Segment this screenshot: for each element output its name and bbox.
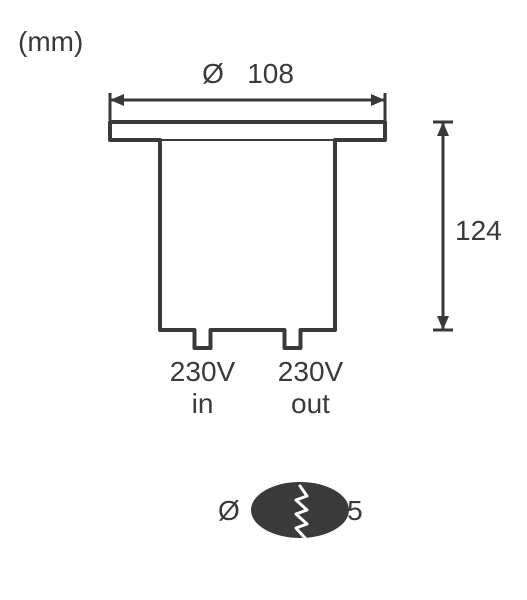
height-label: 124 — [455, 215, 502, 247]
unit-label: (mm) — [18, 26, 83, 58]
cutout-diameter-symbol: Ø — [218, 495, 240, 526]
voltage-in-label: 230V in — [160, 356, 245, 420]
height-dim-arrow-top — [437, 122, 449, 136]
voltage-out-label: 230V out — [268, 356, 353, 420]
voltage-out-line2: out — [291, 388, 330, 419]
top-dim-arrow-left — [110, 94, 124, 106]
voltage-in-line1: 230V — [170, 356, 235, 387]
top-diameter-label: Ø 108 — [188, 58, 308, 90]
voltage-in-line2: in — [192, 388, 214, 419]
diameter-symbol: Ø — [202, 58, 224, 89]
product-outline — [110, 122, 385, 348]
dimension-diagram — [0, 0, 527, 600]
top-diameter-value: 108 — [247, 58, 294, 89]
top-dim-arrow-right — [371, 94, 385, 106]
cutout-diameter-label: Ø — [218, 495, 240, 527]
voltage-out-line1: 230V — [278, 356, 343, 387]
height-dim-arrow-bottom — [437, 316, 449, 330]
cutout-diameter-value: 105 — [316, 495, 363, 527]
